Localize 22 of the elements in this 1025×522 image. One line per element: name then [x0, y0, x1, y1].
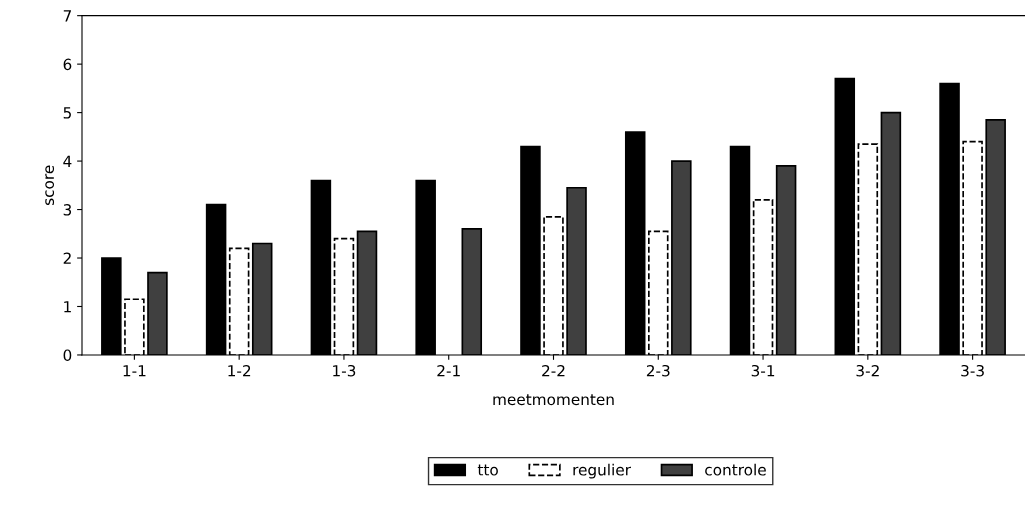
- legend-label: controle: [705, 463, 766, 476]
- x-axis-title: meetmomenten: [493, 394, 614, 406]
- x-tick-label: 1-2: [228, 364, 251, 377]
- y-tick-label: 3: [63, 204, 72, 216]
- y-tick-label: 7: [63, 10, 71, 22]
- y-tick-label: 4: [63, 155, 72, 167]
- x-tick-label: 1-1: [123, 365, 146, 377]
- x-tick-label: 3-1: [751, 364, 775, 377]
- legend-label: regulier: [573, 463, 631, 479]
- y-tick-label: 0: [63, 349, 72, 361]
- x-tick-label: 3-3: [961, 364, 984, 377]
- x-tick-label: 3-2: [856, 364, 879, 377]
- y-tick-label: 2: [63, 252, 71, 264]
- y-axis-title: score: [45, 165, 55, 205]
- x-tick-label: 2-2: [542, 364, 565, 377]
- x-tick-label: 1-3: [333, 364, 356, 377]
- y-tick-label: 6: [63, 58, 72, 71]
- legend-label: tto: [477, 464, 498, 476]
- x-tick-label: 2-1: [437, 364, 460, 377]
- x-tick-label: 2-3: [646, 364, 670, 377]
- y-tick-label: 5: [63, 107, 71, 119]
- y-tick-label: 1: [64, 301, 71, 313]
